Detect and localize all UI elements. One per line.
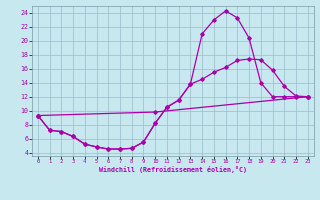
- X-axis label: Windchill (Refroidissement éolien,°C): Windchill (Refroidissement éolien,°C): [99, 166, 247, 173]
